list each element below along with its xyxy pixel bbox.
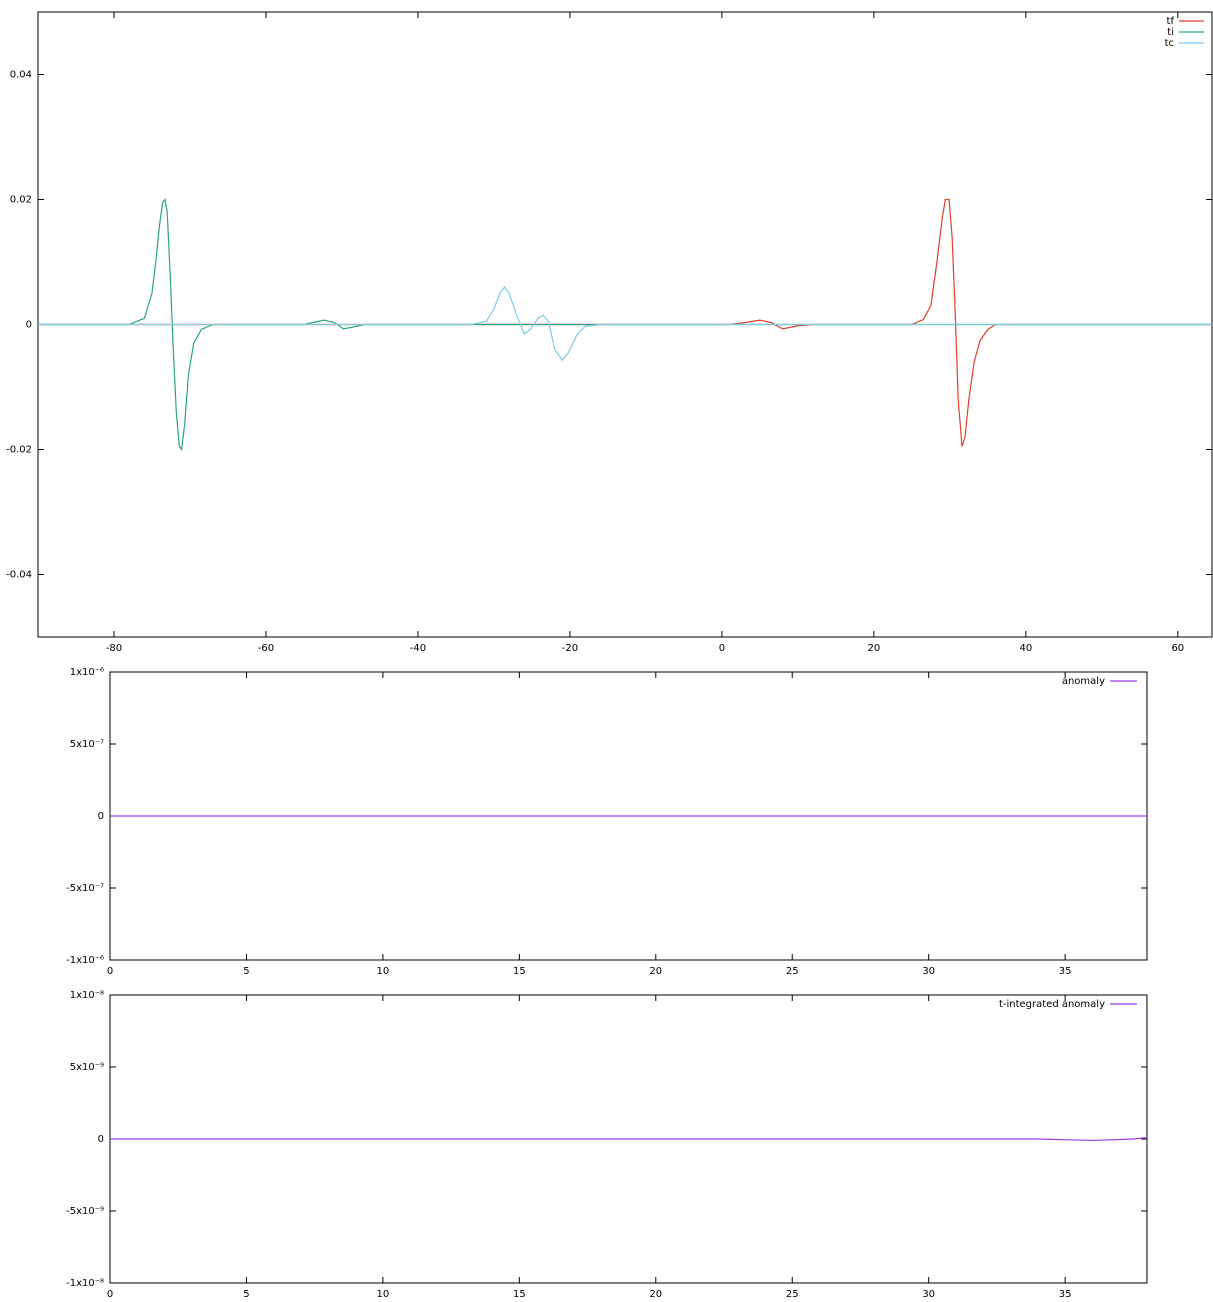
- x-tick-label: 0: [107, 966, 113, 977]
- x-tick-label: 0: [719, 643, 725, 654]
- y-tick-label: 0.04: [10, 70, 32, 81]
- x-tick-label: 5: [243, 966, 249, 977]
- y-tick-label: 0: [98, 811, 104, 822]
- y-tick-label: -5x10⁻⁷: [66, 883, 104, 894]
- x-tick-label: -40: [410, 643, 426, 654]
- y-tick-label: -0.04: [6, 570, 32, 581]
- series-line: [38, 285, 1212, 362]
- x-tick-label: 20: [867, 643, 880, 654]
- x-tick-label: 35: [1059, 966, 1072, 977]
- x-tick-label: 10: [377, 966, 390, 977]
- legend-label: tc: [1165, 38, 1174, 49]
- y-tick-label: 0.02: [10, 195, 32, 206]
- y-tick-label: 0: [26, 320, 32, 331]
- y-tick-label: 5x10⁻⁹: [70, 1062, 104, 1073]
- y-tick-label: -1x10⁻⁸: [66, 1278, 104, 1289]
- x-tick-label: 60: [1171, 643, 1184, 654]
- legend-label: tf: [1167, 16, 1175, 27]
- x-tick-label: 20: [649, 1289, 662, 1300]
- y-tick-label: 5x10⁻⁷: [70, 739, 104, 750]
- y-tick-label: 0: [98, 1134, 104, 1145]
- x-tick-label: 15: [513, 966, 526, 977]
- y-tick-label: -1x10⁻⁶: [66, 955, 104, 966]
- legend-label: ti: [1167, 27, 1174, 38]
- x-tick-label: 35: [1059, 1289, 1072, 1300]
- series-line: [110, 1136, 1148, 1142]
- x-tick-label: 15: [513, 1289, 526, 1300]
- y-tick-label: -0.02: [6, 445, 32, 456]
- x-tick-label: 40: [1019, 643, 1032, 654]
- y-tick-label: -5x10⁻⁹: [66, 1206, 104, 1217]
- x-tick-label: 10: [377, 1289, 390, 1300]
- x-tick-label: 25: [786, 966, 799, 977]
- x-tick-label: 20: [649, 966, 662, 977]
- x-tick-label: -80: [106, 643, 122, 654]
- x-tick-label: -60: [258, 643, 274, 654]
- series-line: [38, 198, 1212, 447]
- legend-label: anomaly: [1062, 676, 1105, 687]
- x-tick-label: 30: [922, 966, 935, 977]
- legend-label: t-integrated anomaly: [999, 999, 1105, 1010]
- y-tick-label: 1x10⁻⁸: [70, 990, 104, 1001]
- x-tick-label: -20: [562, 643, 578, 654]
- y-tick-label: 1x10⁻⁶: [70, 667, 104, 678]
- series-line: [38, 198, 1212, 452]
- x-tick-label: 5: [243, 1289, 249, 1300]
- x-tick-label: 0: [107, 1289, 113, 1300]
- x-tick-label: 25: [786, 1289, 799, 1300]
- x-tick-label: 30: [922, 1289, 935, 1300]
